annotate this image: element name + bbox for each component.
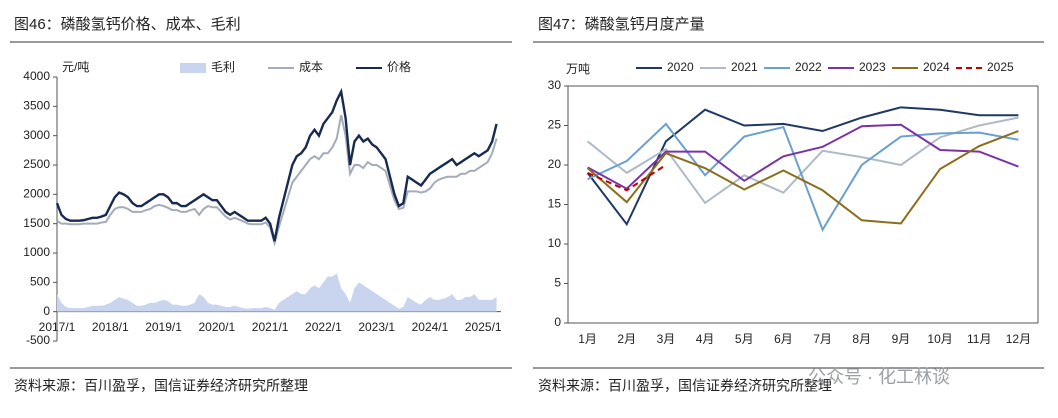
x-tick-label: 4月 [696, 332, 715, 346]
chart-title: 图46：磷酸氢钙价格、成本、毛利 [14, 16, 241, 33]
x-tick-label: 3月 [657, 332, 676, 346]
x-tick-label: 2018/1 [92, 320, 129, 334]
line [586, 106, 1019, 227]
y-tick-label: 1500 [23, 216, 50, 230]
y-tick-label: 5 [554, 276, 561, 290]
y-tick-label: 2500 [23, 157, 50, 171]
x-tick-label: 1月 [578, 332, 597, 346]
x-tick-label: 2019/1 [145, 320, 182, 334]
x-tick-label: 7月 [813, 332, 832, 346]
legend-label: 毛利 [211, 60, 235, 74]
watermark: 公众号 · 化工林谈 [808, 367, 950, 387]
legend-label: 2020 [667, 60, 694, 74]
x-tick-label: 2024/1 [412, 320, 449, 334]
y-tick-label: 1000 [23, 245, 50, 259]
source: 资料来源：百川盈孚，国信证券经济研究所整理 [14, 378, 308, 394]
x-tick-label: 2021/1 [252, 320, 289, 334]
x-tick-label: 2023/1 [358, 320, 395, 334]
x-tick-label: 8月 [852, 332, 871, 346]
y-unit: 万吨 [566, 62, 590, 76]
source: 资料来源：百川盈孚，国信证券经济研究所整理 [538, 378, 832, 394]
line [55, 87, 498, 242]
y-tick-label: 25 [548, 118, 562, 132]
x-tick-label: 2月 [617, 332, 636, 346]
y-unit: 元/吨 [62, 60, 89, 74]
line [587, 122, 1019, 233]
x-tick-label: 6月 [774, 332, 793, 346]
legend-label: 2024 [923, 60, 950, 74]
y-tick-label: 30 [548, 78, 562, 92]
y-tick-label: 2000 [23, 187, 50, 201]
legend-label: 2022 [795, 60, 822, 74]
area [57, 273, 497, 312]
y-tick-label: 3000 [23, 128, 50, 142]
y-tick-label: 20 [548, 157, 562, 171]
x-tick-label: 2025/1 [465, 320, 502, 334]
line [586, 116, 1019, 205]
legend-swatch [180, 63, 206, 73]
x-tick-label: 5月 [735, 332, 754, 346]
x-tick-label: 11月 [967, 332, 991, 346]
y-tick-label: 0 [43, 304, 50, 318]
legend-label: 价格 [387, 59, 411, 74]
line [586, 130, 1019, 225]
chart-title: 图47：磷酸氢钙月度产量 [538, 16, 705, 33]
legend-label: 成本 [299, 60, 323, 74]
x-tick-label: 2022/1 [305, 320, 342, 334]
legend-label: 2025 [987, 60, 1014, 74]
y-tick-label: 4000 [23, 69, 50, 83]
x-tick-label: 9月 [892, 332, 911, 346]
x-tick-label: 2020/1 [198, 320, 235, 334]
line [587, 123, 1019, 190]
y-tick-label: 15 [548, 197, 562, 211]
y-tick-label: 500 [30, 275, 50, 289]
x-tick-label: 10月 [927, 332, 952, 346]
y-tick-label: 10 [548, 236, 562, 250]
line [587, 164, 667, 192]
y-tick-label: 3500 [23, 99, 50, 113]
y-tick-label: 0 [554, 315, 561, 329]
y-tick-label: -500 [26, 333, 50, 347]
legend-label: 2023 [859, 60, 886, 74]
x-tick-label: 12月 [1006, 332, 1031, 346]
legend-label: 2021 [731, 60, 758, 74]
